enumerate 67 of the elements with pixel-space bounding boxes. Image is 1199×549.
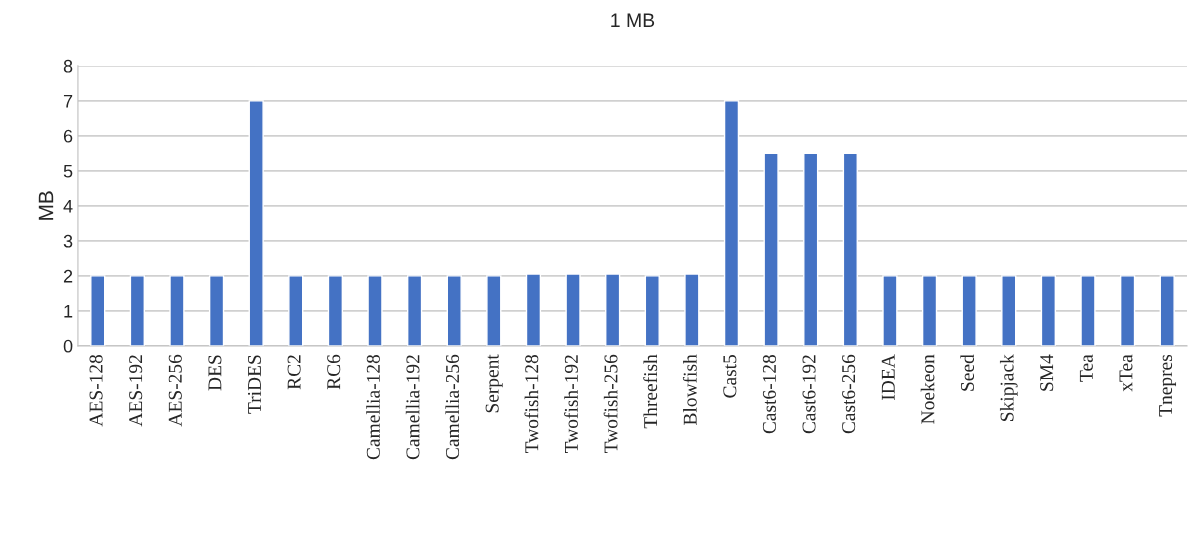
- x-tick-label: Noekeon: [920, 354, 935, 424]
- x-tick-label: Cast6-192: [802, 355, 816, 434]
- x-tick-label: Camellia-128: [366, 354, 380, 460]
- bar: [1119, 275, 1136, 346]
- x-tick-label: Skipjack: [999, 354, 1018, 421]
- bar: [803, 152, 819, 346]
- bar: [1080, 275, 1096, 346]
- y-tick-label: 0: [63, 339, 73, 353]
- bar: [446, 275, 462, 346]
- x-tick-label: RC2: [287, 355, 301, 390]
- chart-title: 1 MB: [611, 13, 655, 27]
- x-tick-label: DES: [208, 355, 222, 391]
- bar: [367, 275, 383, 346]
- x-tick-label: Twofish-128: [524, 354, 539, 453]
- bar: [1040, 275, 1057, 346]
- bar: [288, 275, 304, 346]
- bar: [882, 275, 898, 346]
- x-tick-label: Cast5: [723, 354, 737, 398]
- x-tick-label: Serpent: [485, 354, 503, 413]
- x-tick-label: Twofish-256: [603, 354, 618, 453]
- bar: [486, 275, 502, 346]
- bar: [90, 275, 106, 346]
- bar: [525, 273, 542, 346]
- y-tick-label: 1: [64, 304, 73, 318]
- y-tick-label: 8: [63, 59, 73, 73]
- x-tick-label: RC6: [327, 354, 341, 390]
- x-tick-label: Cast6-128: [762, 354, 776, 434]
- x-tick-label: AES-256: [168, 354, 182, 427]
- x-tick-label: TriDES: [247, 355, 262, 414]
- x-tick-label: xTea: [1119, 354, 1133, 392]
- bar: [1001, 275, 1017, 346]
- y-tick-label: 2: [63, 269, 73, 283]
- y-axis-title: MB: [38, 191, 54, 220]
- x-tick-label: Tea: [1079, 354, 1093, 382]
- bar: [763, 152, 779, 346]
- bar: [208, 275, 225, 346]
- bar: [961, 275, 977, 346]
- bar: [644, 275, 660, 346]
- x-tick-label: Twofish-192: [564, 355, 578, 453]
- y-tick-label: 4: [63, 200, 73, 213]
- x-tick-label: Camellia-192: [405, 355, 420, 460]
- bar: [565, 273, 581, 346]
- bar: [327, 275, 344, 346]
- bar: [684, 273, 700, 346]
- x-tick-label: Seed: [960, 354, 975, 391]
- bar: [129, 275, 145, 346]
- y-tick-label: 5: [63, 165, 73, 178]
- x-tick-label: SM4: [1040, 354, 1054, 391]
- x-tick-label: Cast6-256: [842, 354, 856, 434]
- y-tick-label: 3: [63, 234, 73, 248]
- bar: [921, 275, 938, 346]
- y-tick-label: 7: [63, 95, 73, 108]
- x-tick-label: Tnepres: [1159, 354, 1177, 417]
- x-tick-label: Threefish: [643, 354, 658, 429]
- bar: [723, 100, 740, 346]
- x-tick-label: IDEA: [881, 354, 895, 400]
- bar: [842, 152, 858, 346]
- bar: [406, 275, 423, 346]
- bar: [605, 273, 621, 346]
- bar: [169, 275, 185, 346]
- x-tick-label: Camellia-256: [445, 354, 460, 460]
- x-tick-label: Blowfish: [682, 354, 697, 425]
- x-tick-label: AES-192: [129, 355, 143, 427]
- y-tick-label: 6: [63, 129, 73, 143]
- x-tick-label: AES-128: [89, 354, 103, 427]
- bar: [1159, 275, 1175, 346]
- bar: [248, 100, 264, 346]
